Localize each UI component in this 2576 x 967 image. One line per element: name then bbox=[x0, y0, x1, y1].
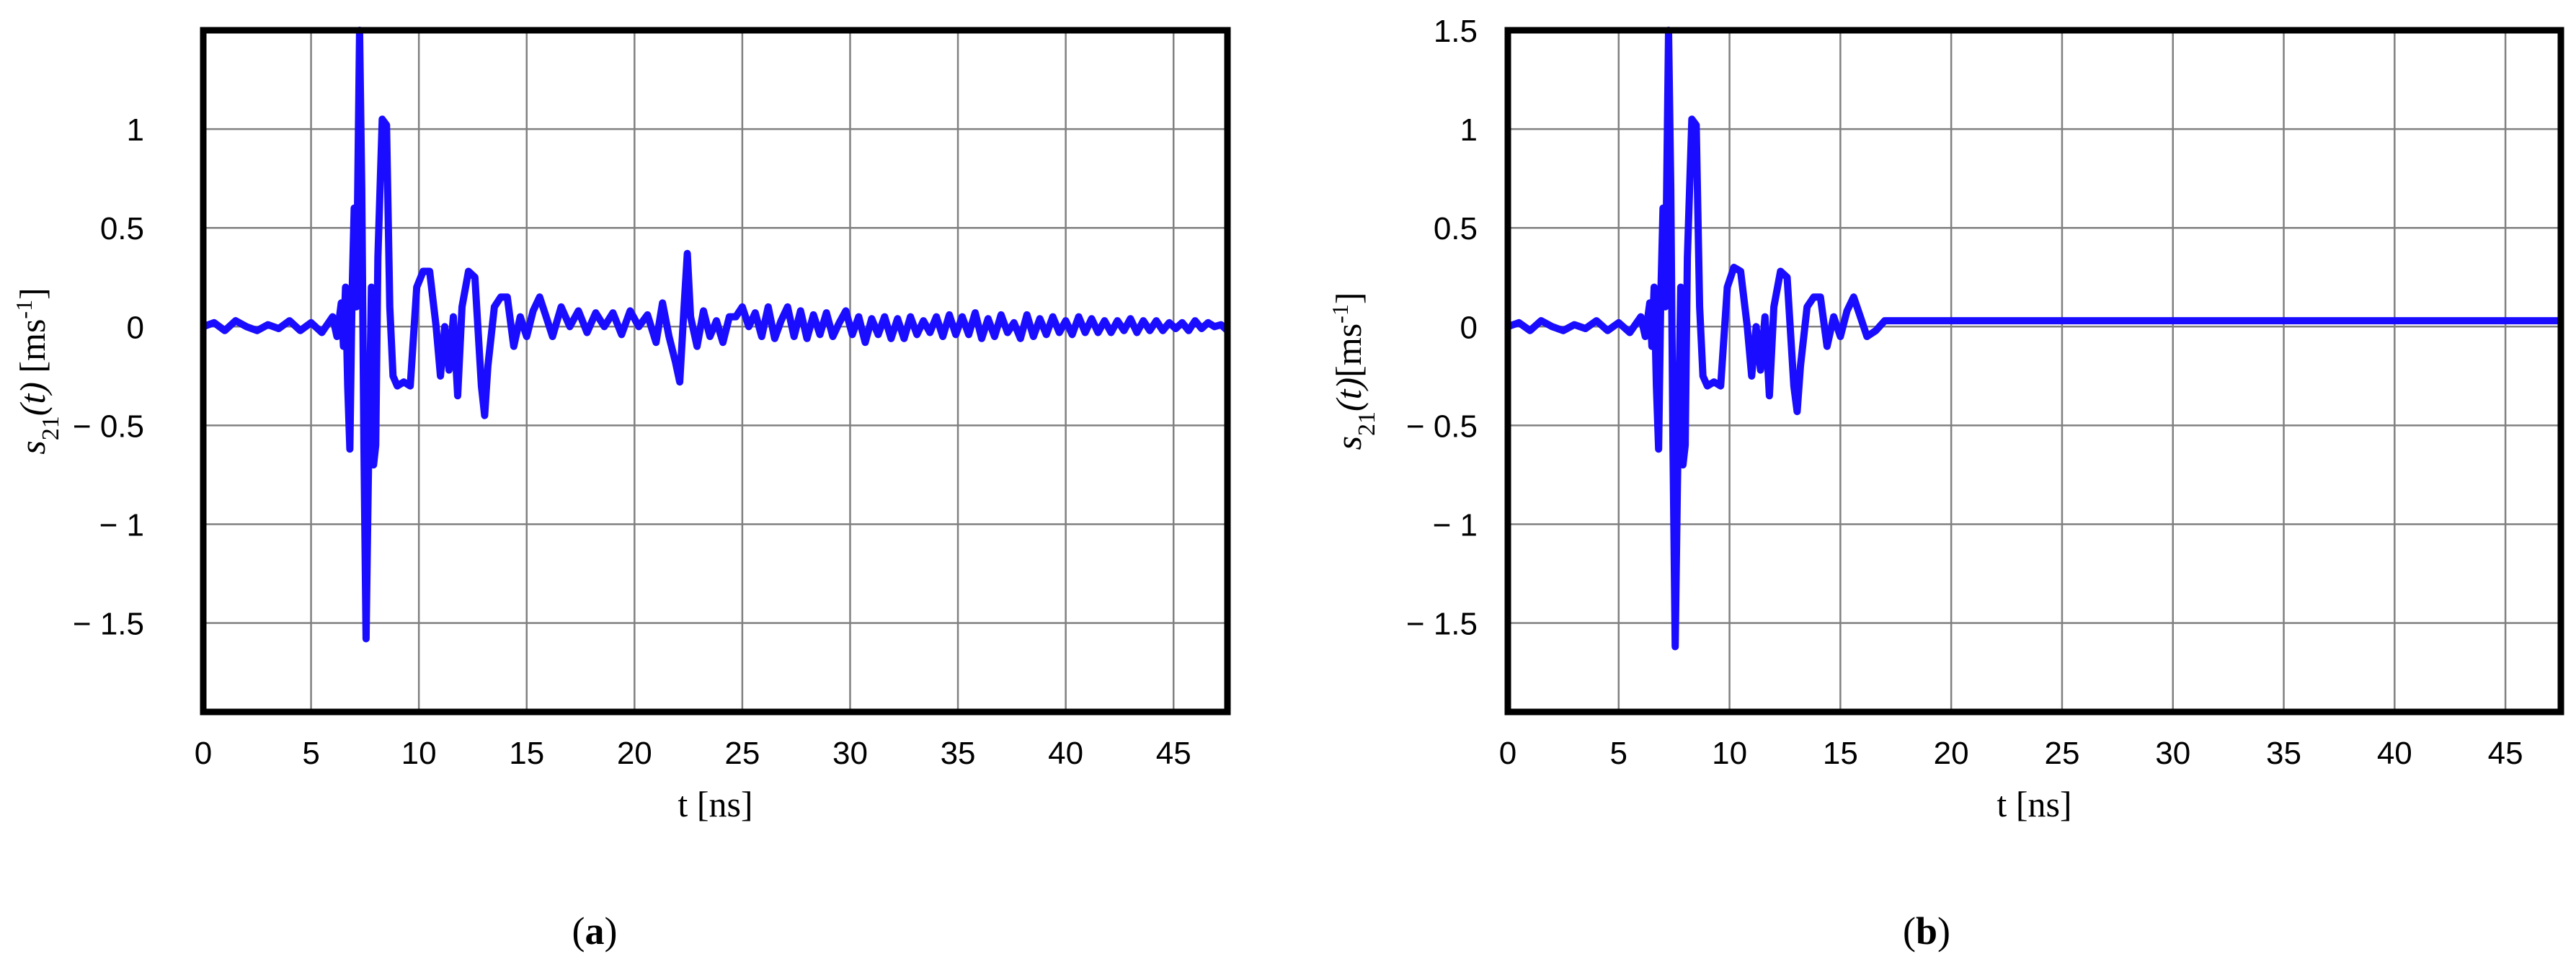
y-axis-label: s21(t)[ms-1] bbox=[1327, 293, 1380, 450]
y-tick-label: 0 bbox=[127, 310, 144, 345]
y-tick-label: 1 bbox=[1460, 112, 1478, 148]
caption-paren-open: ( bbox=[1903, 909, 1916, 953]
caption-letter: b bbox=[1916, 909, 1937, 953]
x-tick-label: 10 bbox=[401, 736, 437, 771]
panel-caption: (b) bbox=[1903, 909, 1950, 953]
y-tick-label: − 1.5 bbox=[1406, 607, 1478, 642]
chart-panel-a: 0 5 10 15 20 25 30 35 40 45 1 0.5 0 − 0.5 − 1 − 1.5 t [n… bbox=[11, 27, 1231, 953]
plot-frame bbox=[200, 27, 1231, 716]
y-tick-label: 0.5 bbox=[100, 211, 144, 246]
panel-caption: (a) bbox=[572, 909, 618, 953]
y-axis-label-part: 21 bbox=[37, 416, 64, 440]
x-tick-label: 30 bbox=[2155, 736, 2190, 771]
y-tick-label: 1.5 bbox=[1434, 14, 1478, 49]
x-tick-label: 45 bbox=[2488, 736, 2523, 771]
x-tick-label: 30 bbox=[832, 736, 868, 771]
x-tick-label: 45 bbox=[1156, 736, 1191, 771]
x-tick-label: 15 bbox=[509, 736, 544, 771]
y-tick-label: 1 bbox=[127, 112, 144, 148]
y-axis-label-part: [ms bbox=[12, 319, 53, 383]
y-axis-label-part: [ms bbox=[1328, 324, 1369, 378]
y-axis-label-part: (t) bbox=[12, 382, 53, 416]
caption-paren-open: ( bbox=[572, 909, 585, 953]
y-axis-label-part: s bbox=[12, 440, 53, 454]
x-tick-label: 5 bbox=[1610, 736, 1627, 771]
x-tick-label: 5 bbox=[302, 736, 319, 771]
y-tick-label: 0 bbox=[1460, 310, 1478, 345]
x-axis-label: t [ns] bbox=[1997, 784, 2071, 824]
plot-frame bbox=[1504, 27, 2564, 716]
x-tick-label: 0 bbox=[1499, 736, 1516, 771]
x-tick-label: 10 bbox=[1712, 736, 1747, 771]
y-axis-label: s21(t) [ms-1] bbox=[11, 288, 64, 454]
y-axis-label-part: (t) bbox=[1328, 378, 1369, 411]
x-tick-label: 20 bbox=[617, 736, 652, 771]
y-tick-label: 0.5 bbox=[1434, 211, 1478, 246]
y-axis-label-part: 21 bbox=[1354, 411, 1380, 436]
y-axis-label-part: -1 bbox=[11, 300, 37, 319]
y-tick-label: − 0.5 bbox=[1406, 409, 1478, 444]
y-axis-label-part: -1 bbox=[1327, 304, 1353, 324]
x-tick-label: 35 bbox=[941, 736, 976, 771]
y-tick-label: − 1 bbox=[99, 508, 144, 543]
x-tick-label: 25 bbox=[724, 736, 760, 771]
chart-panel-b: 0 5 10 15 20 25 30 35 40 45 1.5 1 0.5 0 − 0.5 − 1 − 1.5 t… bbox=[1327, 14, 2564, 953]
y-axis-label-part: ] bbox=[12, 288, 53, 300]
x-tick-label: 0 bbox=[195, 736, 212, 771]
x-tick-label: 20 bbox=[1934, 736, 1969, 771]
x-tick-label: 40 bbox=[2377, 736, 2412, 771]
caption-letter: a bbox=[585, 909, 605, 953]
y-axis-label-part: ] bbox=[1328, 293, 1369, 305]
y-tick-label: − 1 bbox=[1433, 508, 1478, 543]
x-tick-label: 40 bbox=[1048, 736, 1083, 771]
x-tick-label: 35 bbox=[2266, 736, 2301, 771]
y-tick-label: − 1.5 bbox=[73, 607, 144, 642]
series-line bbox=[203, 27, 1227, 643]
caption-paren-close: ) bbox=[1937, 909, 1950, 953]
series-line bbox=[1508, 27, 2561, 651]
x-axis-label: t [ns] bbox=[678, 784, 752, 824]
x-tick-label: 15 bbox=[1823, 736, 1858, 771]
x-tick-label: 25 bbox=[2044, 736, 2079, 771]
y-axis-label-part: s bbox=[1328, 436, 1369, 450]
caption-paren-close: ) bbox=[605, 909, 618, 953]
y-tick-label: − 0.5 bbox=[73, 409, 144, 444]
